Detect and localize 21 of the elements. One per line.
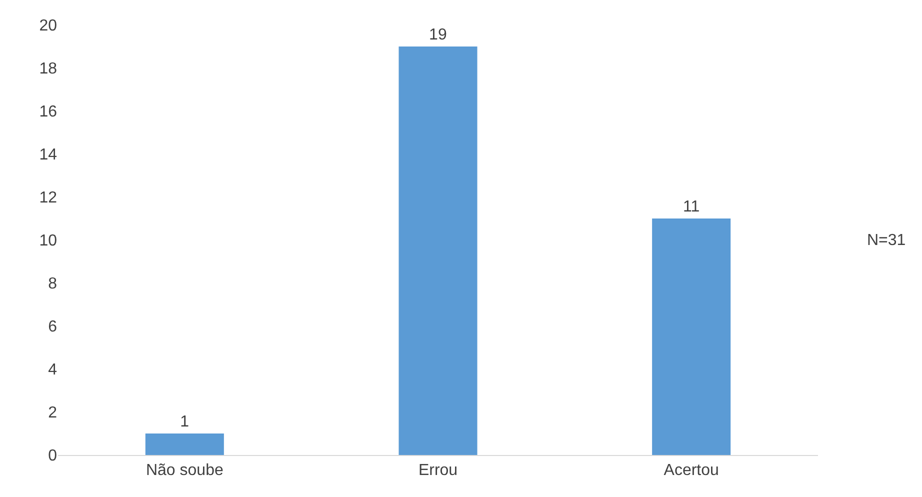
bar <box>145 434 224 455</box>
y-tick-label: 4 <box>48 362 58 379</box>
y-tick-label: 8 <box>48 276 58 293</box>
y-tick-label: 12 <box>39 190 58 207</box>
y-tick-label: 14 <box>39 146 58 164</box>
bar <box>398 46 478 455</box>
data-label: 19 <box>429 26 447 44</box>
y-tick-label: 18 <box>39 60 58 78</box>
bar <box>652 218 731 455</box>
data-label: 1 <box>180 414 190 430</box>
y-tick-label: 2 <box>48 404 58 422</box>
y-tick-label: 20 <box>39 18 58 35</box>
y-tick-label: 16 <box>39 104 58 121</box>
y-tick-label: 10 <box>39 232 58 250</box>
y-tick-label: 0 <box>48 448 58 465</box>
x-tick-label: Errou <box>418 462 458 480</box>
x-tick-label: Acertou <box>664 462 719 480</box>
y-tick-label: 6 <box>48 318 58 336</box>
x-tick-label: Não soube <box>146 462 224 480</box>
data-label: 11 <box>682 198 700 216</box>
text: N=31 <box>867 232 906 249</box>
